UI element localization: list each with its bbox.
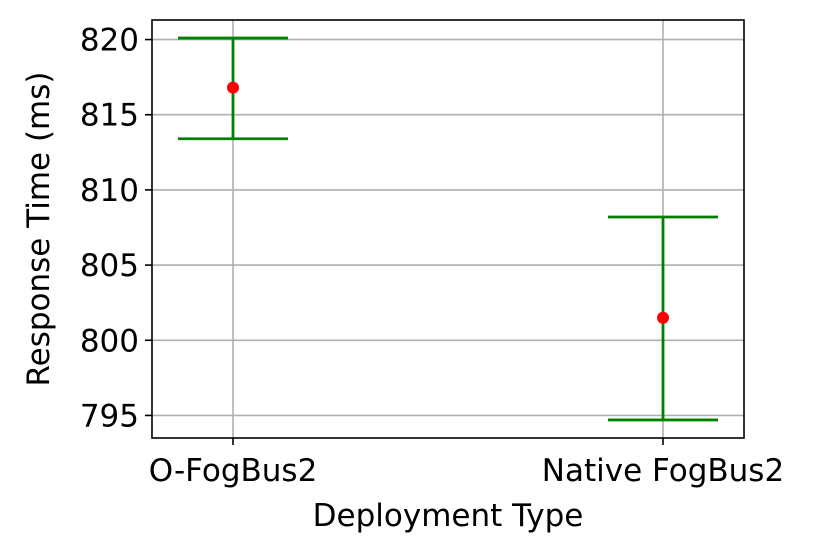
y-axis-title: Response Time (ms) [21,72,57,387]
x-axis-ticks: O-FogBus2 Native FogBus2 [149,438,784,489]
x-tick-label: O-FogBus2 [149,453,318,489]
x-tick-label: Native FogBus2 [542,453,784,489]
y-axis-ticks: 795 800 805 810 815 820 [80,23,152,434]
y-tick-label: 820 [80,23,139,59]
plot-frame [151,19,745,439]
y-tick-label: 800 [80,323,139,359]
mean-point [657,311,669,324]
y-tick-label: 795 [80,398,139,434]
y-tick-label: 805 [80,248,139,284]
mean-points [227,81,669,324]
error-bars [178,36,718,422]
mean-point [227,81,239,94]
x-axis-title: Deployment Type [313,498,584,534]
grid [152,20,744,438]
y-tick-label: 810 [80,173,139,209]
y-tick-label: 815 [80,98,139,134]
